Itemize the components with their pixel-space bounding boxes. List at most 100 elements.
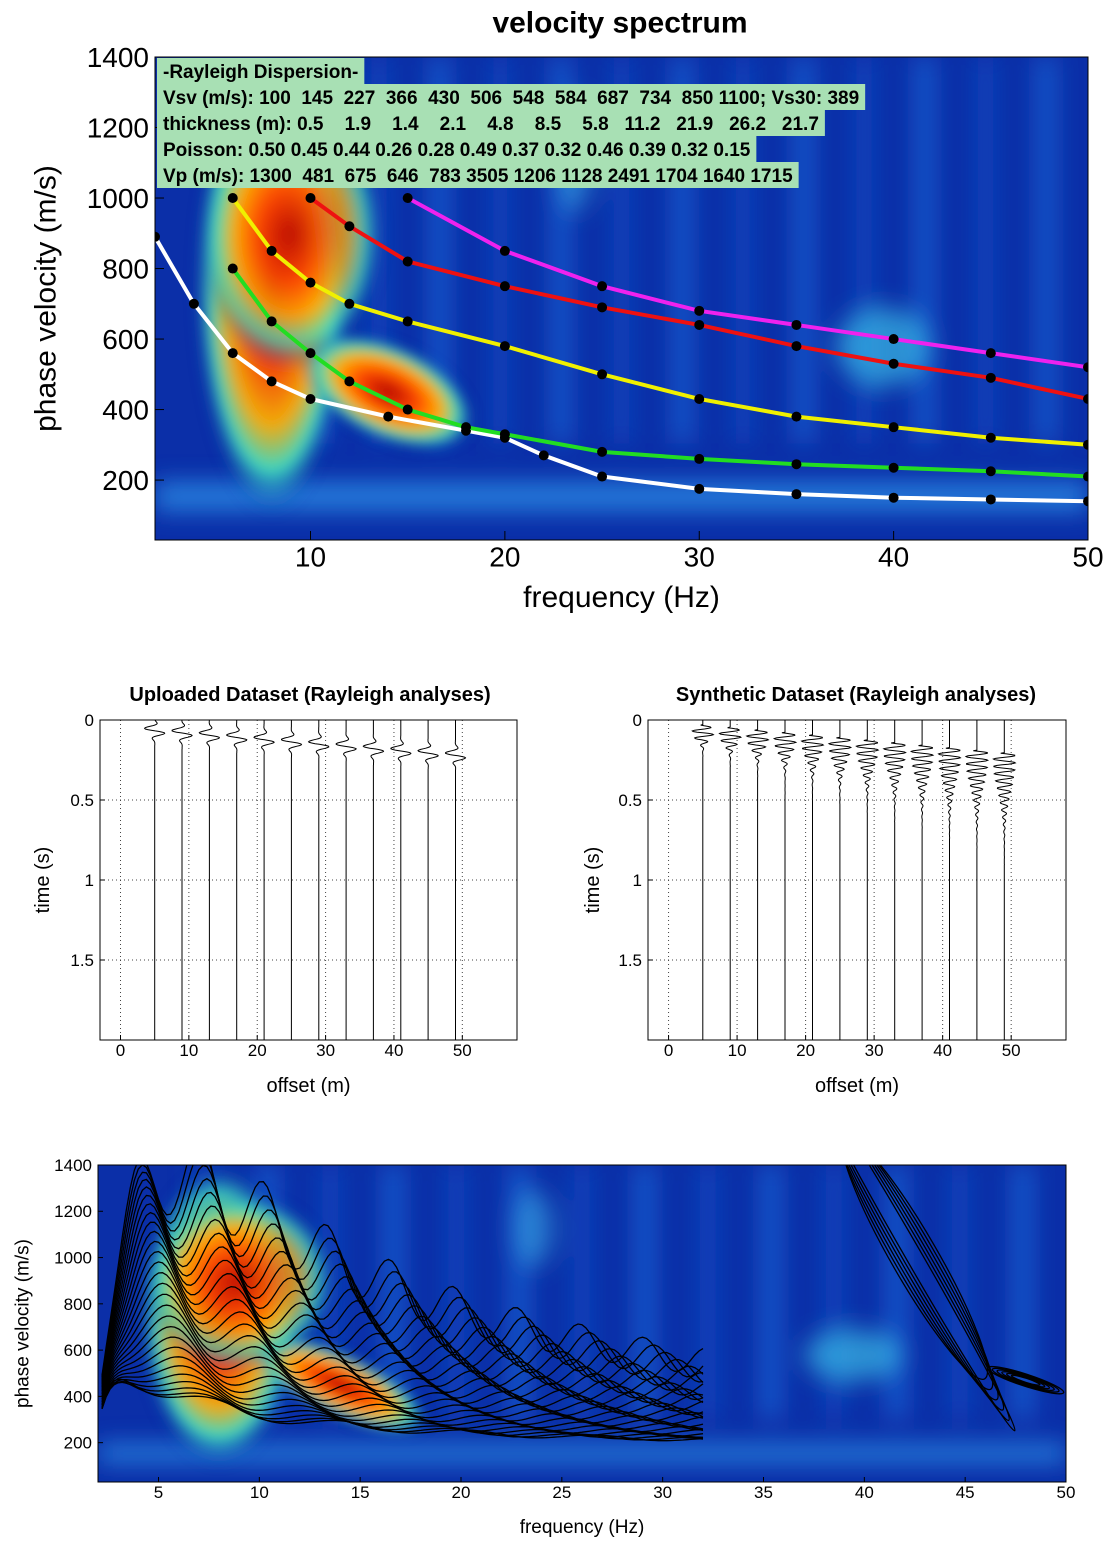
picked-point (1083, 439, 1088, 450)
y-tick-label: 800 (102, 253, 149, 284)
x-axis-label: offset (m) (266, 1075, 350, 1097)
trace (800, 720, 825, 1040)
picked-point (305, 277, 316, 288)
picked-point (305, 393, 316, 404)
streak (572, 1165, 592, 1419)
energy-tail (301, 333, 476, 451)
streak (446, 1165, 466, 1419)
trace (882, 720, 907, 1040)
annotation-background (157, 58, 365, 84)
picked-point (888, 334, 899, 345)
picked-point (402, 193, 413, 204)
picked-point (1083, 362, 1088, 373)
picked-point (888, 422, 899, 433)
y-tick-label: 1.5 (70, 951, 94, 970)
trace (691, 720, 715, 1040)
contour-line (991, 1367, 1060, 1393)
trace (772, 720, 798, 1040)
annotation-background (157, 110, 825, 136)
picked-point (791, 411, 802, 422)
y-axis-label: phase velocity (m/s) (13, 1239, 34, 1408)
picked-point (383, 411, 394, 422)
picked-point (694, 319, 705, 330)
x-tick-label: 5 (154, 1483, 163, 1502)
picked-point (227, 193, 238, 204)
plot-area (100, 720, 517, 1040)
x-tick-label: 30 (316, 1041, 335, 1060)
axes-frame (97, 1164, 1067, 1483)
picked-point (266, 245, 277, 256)
trace (198, 720, 221, 1040)
x-tick-label: 45 (956, 1483, 975, 1502)
contour-line (101, 1240, 704, 1408)
picked-point (597, 281, 608, 292)
picked-point (791, 319, 802, 330)
trace (718, 720, 742, 1040)
trace (390, 720, 412, 1040)
trace (171, 720, 193, 1040)
picked-point (888, 358, 899, 369)
annotation-background (157, 84, 866, 110)
picked-point (227, 348, 238, 359)
contour-line (101, 1165, 704, 1378)
x-tick-label: 10 (728, 1041, 747, 1060)
picked-point (538, 450, 549, 461)
y-tick-label: 1000 (54, 1249, 92, 1268)
contour-line (1005, 1372, 1046, 1388)
contour-line (101, 1381, 704, 1441)
trace (827, 720, 853, 1040)
plot: 10 20 30 40 50 200 400 600 800 1000 1200 1400 veloci… (30, 7, 1104, 615)
y-axis-label: time (s) (582, 847, 604, 914)
picked-point (1083, 393, 1088, 404)
picked-point (888, 492, 899, 503)
trace (362, 720, 385, 1040)
contour-line (101, 1165, 704, 1383)
picked-point (266, 316, 277, 327)
picked-point (597, 302, 608, 313)
picked-point (227, 263, 238, 274)
trace (143, 720, 166, 1040)
streak (1012, 1165, 1033, 1419)
annotation-line: thickness (m): 0.5 1.9 1.4 2.1 4.8 8.5 5… (163, 114, 819, 135)
picked-point (985, 494, 996, 505)
x-tick-label: 40 (878, 542, 909, 573)
axes-frame (154, 56, 1089, 541)
contour-line (825, 1165, 1005, 1411)
picked-point (344, 298, 355, 309)
cyan-blob (514, 1190, 553, 1267)
y-tick-label: 1200 (54, 1202, 92, 1221)
picked-point (888, 462, 899, 473)
y-tick-label: 1000 (87, 183, 149, 214)
contour-line (101, 1380, 704, 1440)
x-tick-label: 30 (865, 1041, 884, 1060)
chart-title: Synthetic Dataset (Rayleigh analyses) (676, 684, 1036, 706)
annotation-background (157, 136, 757, 162)
y-tick-label: 800 (64, 1295, 92, 1314)
annotation-line: Vsv (m/s): 100 145 227 366 430 506 548 5… (163, 88, 859, 109)
low-band (98, 1443, 1066, 1463)
streak (824, 1165, 844, 1419)
contour-line (101, 1365, 704, 1437)
contour-line (101, 1165, 704, 1376)
contour-line (101, 1261, 704, 1416)
x-axis-label: frequency (Hz) (520, 1517, 645, 1538)
chart-title: velocity spectrum (492, 7, 747, 40)
contour-line (819, 1165, 1010, 1422)
contour-line (996, 1369, 1055, 1392)
y-tick-label: 200 (64, 1434, 92, 1453)
picked-point (499, 245, 510, 256)
y-tick-label: 400 (64, 1387, 92, 1406)
y-tick-label: 400 (102, 394, 149, 425)
picked-point (499, 341, 510, 352)
picked-point (597, 369, 608, 380)
contour-line (101, 1315, 704, 1428)
picked-point (344, 376, 355, 387)
contours (101, 1165, 1065, 1442)
cyan-blob (804, 1329, 902, 1381)
trace (226, 720, 248, 1040)
y-tick-label: 1400 (54, 1156, 92, 1175)
picked-point (155, 231, 160, 242)
x-tick-label: 40 (855, 1483, 874, 1502)
